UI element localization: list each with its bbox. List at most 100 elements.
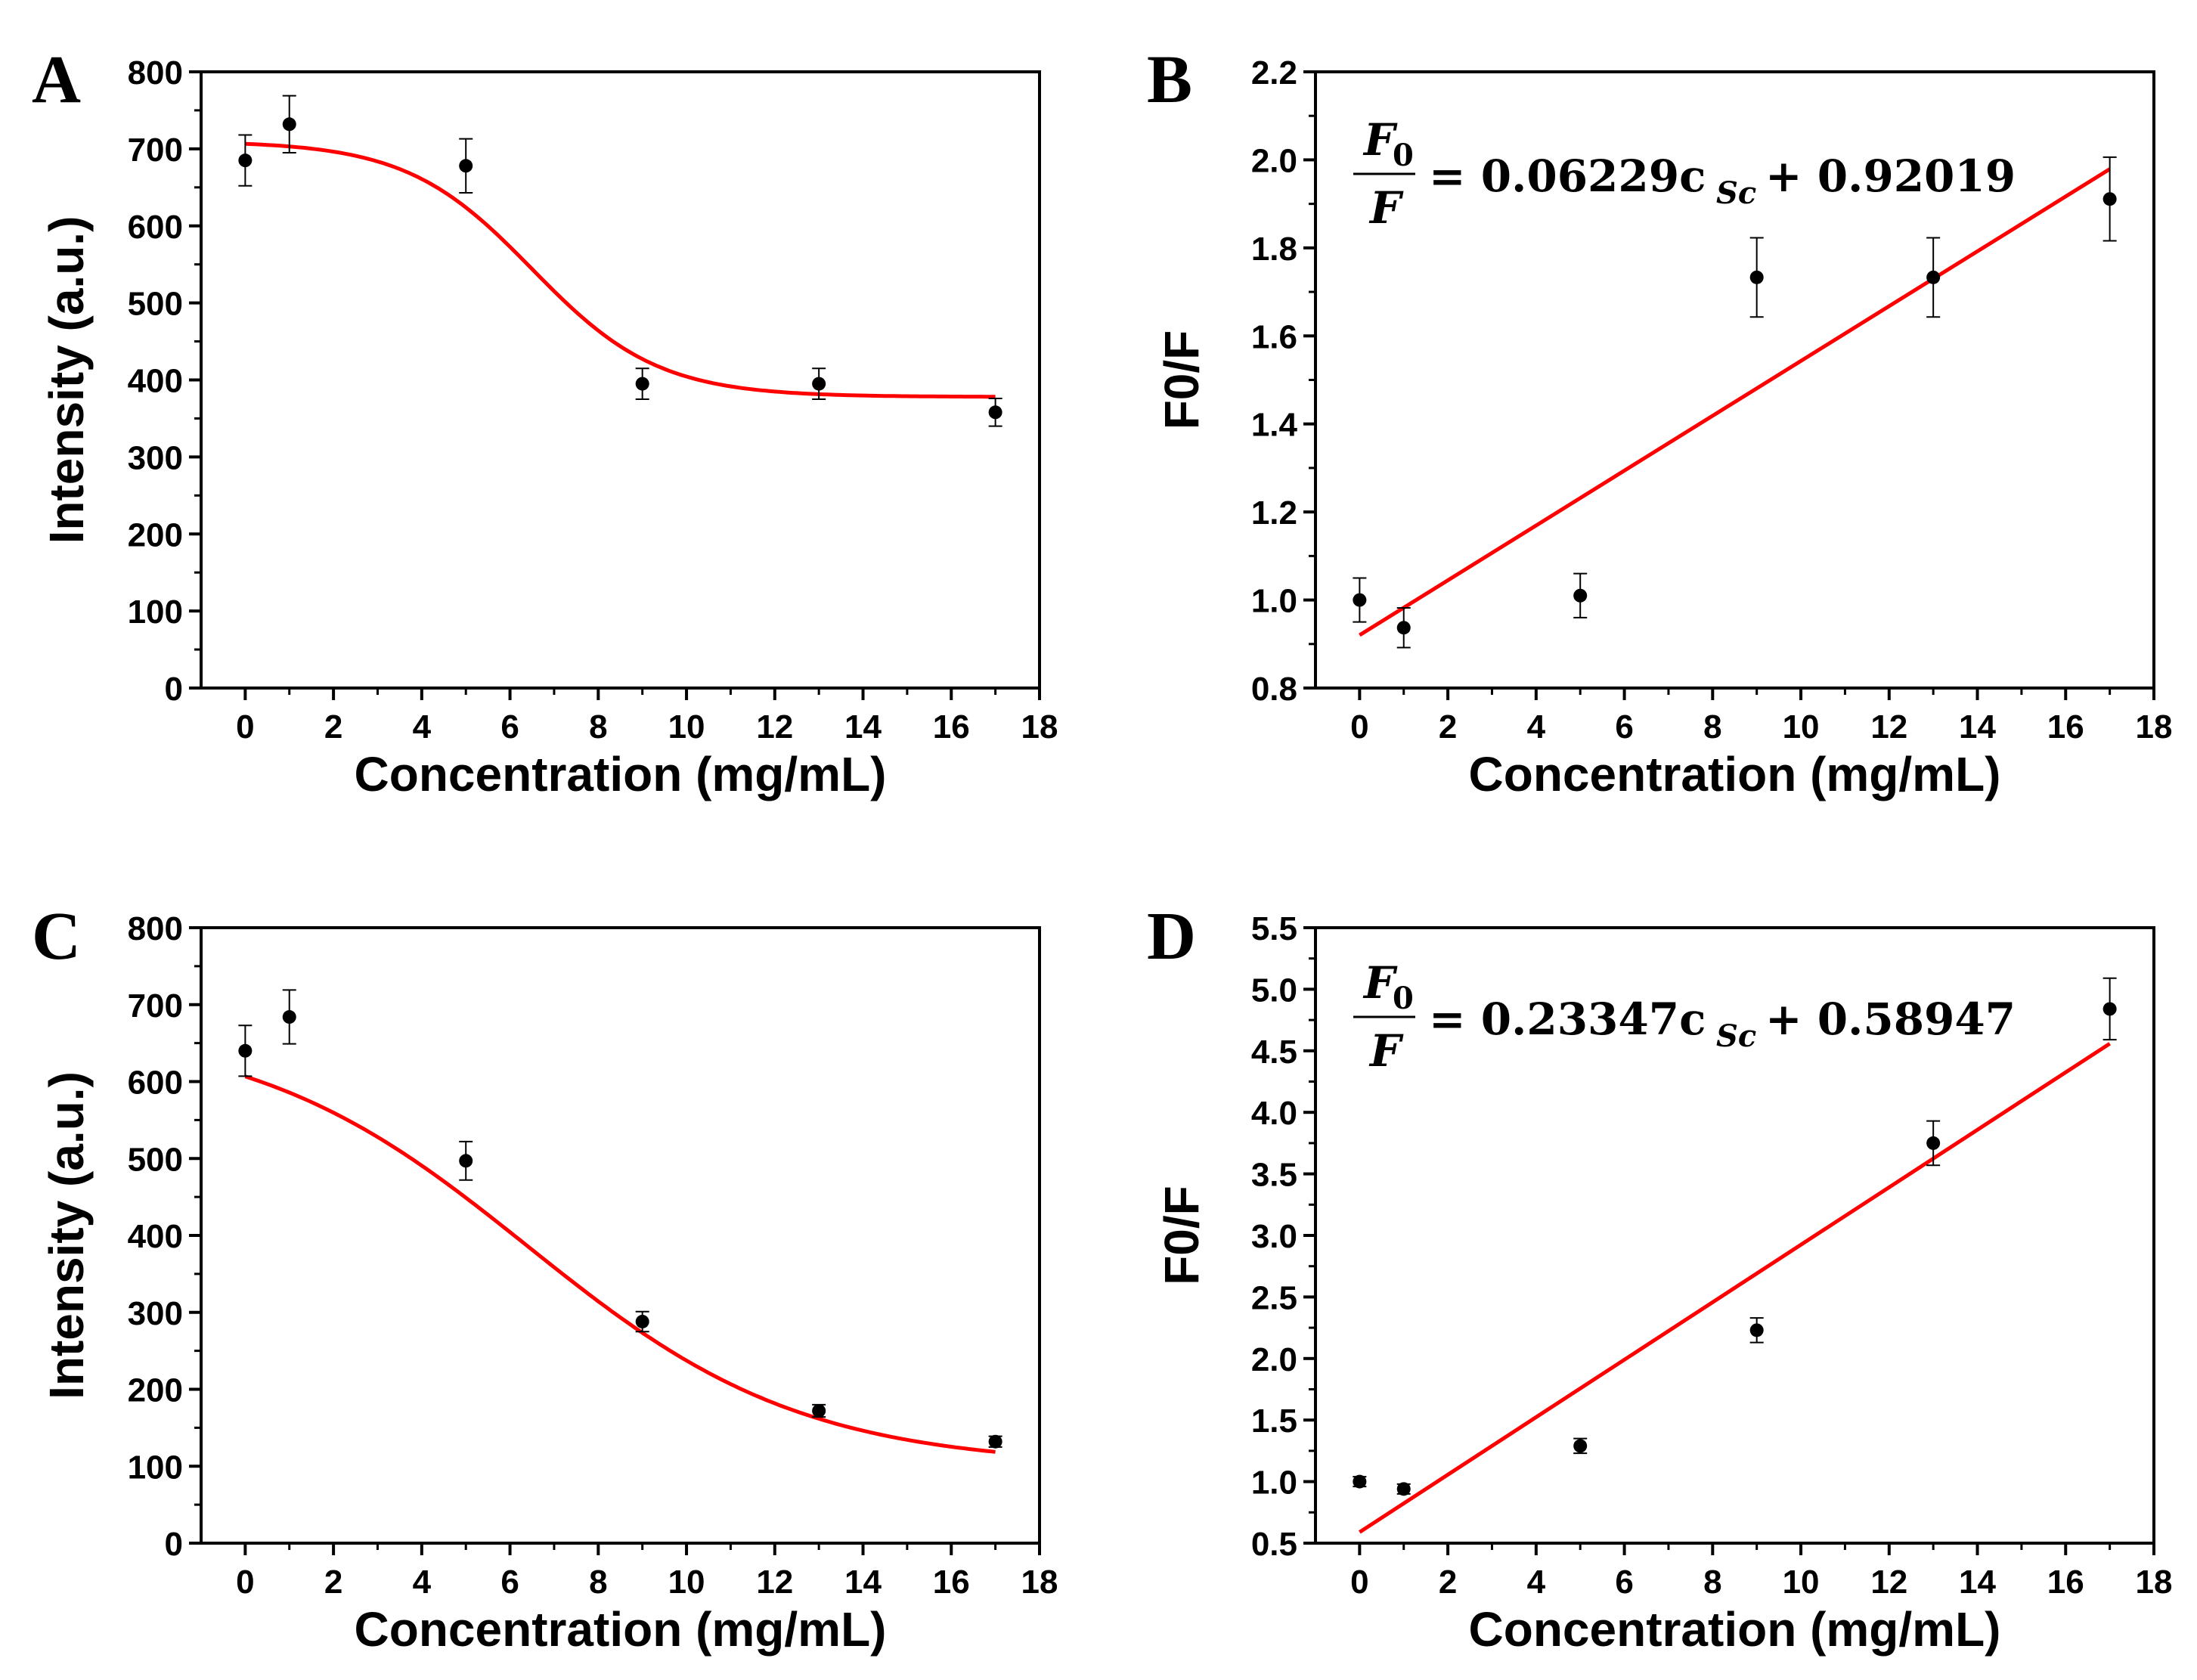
x-tick-label: 10	[668, 708, 705, 745]
x-tick-label: 18	[2136, 1564, 2173, 1601]
data-point	[1749, 1323, 1764, 1337]
y-tick-label: 1.0	[1251, 583, 1297, 620]
x-tick-label: 4	[1527, 708, 1546, 745]
x-tick-label: 14	[1959, 1564, 1996, 1601]
eq-denominator: F	[1368, 182, 1404, 234]
y-tick-label: 700	[128, 987, 183, 1024]
x-tick-label: 16	[933, 708, 970, 745]
y-tick-label: 0	[165, 671, 183, 708]
y-tick-label: 1.2	[1251, 494, 1297, 532]
y-tick-label: 500	[128, 286, 183, 323]
fit-line	[1359, 1042, 2111, 1534]
x-axis-title: Concentration (mg/mL)	[1469, 747, 2001, 801]
eq-constant: + 0.58947	[1765, 993, 2016, 1045]
eq-denominator: F	[1368, 1025, 1404, 1077]
x-tick-label: 16	[933, 1564, 970, 1601]
x-tick-label: 2	[1439, 1564, 1457, 1601]
x-tick-label: 14	[844, 1564, 882, 1601]
x-tick-label: 16	[2047, 708, 2084, 745]
y-tick-label: 600	[128, 209, 183, 246]
panel-c: C 0 2 4 6 8 10 12 14 16 18 0 100 200 300 400 500 600 700 80…	[32, 899, 1058, 1657]
x-tick-label: 12	[1870, 1564, 1907, 1601]
eq-numerator-subscript: 0	[1393, 138, 1414, 173]
y-tick-label: 200	[128, 516, 183, 553]
data-point	[1353, 1474, 1367, 1489]
panel-b: B 0 2 4 6 8 10 12 14 16 18 0.8 1.0 1.2 1.4 1.6 1.8 2.0 2.2…	[1147, 42, 2172, 801]
data-point	[1353, 593, 1367, 607]
x-tick-label: 6	[1615, 708, 1633, 745]
x-tick-label: 16	[2047, 1564, 2084, 1601]
eq-numerator: F	[1362, 957, 1398, 1009]
x-tick-label: 0	[1350, 1564, 1368, 1601]
y-axis-title: F0/F	[1154, 1186, 1209, 1285]
y-tick-label: 1.4	[1251, 407, 1298, 444]
x-tick-label: 10	[1783, 708, 1820, 745]
data-point	[282, 117, 296, 132]
x-tick-label: 6	[1615, 1564, 1633, 1601]
fit-equation: F0F= 0.06229c Sc + 0.92019	[1353, 114, 2016, 234]
x-tick-label: 4	[413, 708, 432, 745]
x-tick-label: 4	[413, 1564, 432, 1601]
y-tick-label: 4.0	[1251, 1095, 1297, 1132]
y-tick-label: 200	[128, 1372, 183, 1409]
fit-line	[1359, 167, 2111, 637]
y-tick-label: 0.8	[1251, 671, 1297, 708]
data-point	[1573, 1439, 1588, 1453]
y-tick-label: 100	[128, 1449, 183, 1486]
x-axis-title: Concentration (mg/mL)	[1469, 1602, 2001, 1657]
x-axis-title: Concentration (mg/mL)	[355, 747, 887, 801]
panel-letter: C	[32, 899, 81, 974]
x-tick-label: 8	[589, 708, 607, 745]
data-point	[238, 153, 253, 168]
eq-coefficient-subscript: Sc	[1716, 175, 1756, 211]
data-point	[282, 1010, 296, 1024]
data-point	[1396, 1482, 1411, 1496]
x-tick-label: 0	[1350, 708, 1368, 745]
x-tick-label: 6	[500, 708, 519, 745]
y-tick-label: 5.0	[1251, 972, 1297, 1009]
fit-equation: F0F= 0.23347c Sc + 0.58947	[1353, 957, 2016, 1077]
data-point	[1396, 621, 1411, 635]
eq-coefficient-subscript: Sc	[1716, 1018, 1756, 1054]
plot-frame	[200, 70, 1041, 690]
data-point	[812, 1403, 826, 1418]
data-point	[1926, 1136, 1941, 1150]
y-axis-title: Intensity (a.u.)	[39, 1071, 94, 1399]
data-point	[812, 377, 826, 391]
panel-d: D 0 2 4 6 8 10 12 14 16 18 0.5 1.0 1.5 2.0 2.5 3.0 3.5 4.0…	[1147, 899, 2172, 1657]
x-tick-label: 14	[1959, 708, 1996, 745]
plot-frame	[200, 926, 1041, 1545]
y-tick-label: 400	[128, 1218, 183, 1255]
eq-numerator: F	[1362, 114, 1398, 166]
eq-coefficient: = 0.06229c	[1429, 150, 1706, 202]
panel-letter: A	[32, 42, 81, 117]
y-tick-label: 400	[128, 363, 183, 400]
y-tick-label: 100	[128, 594, 183, 631]
data-point	[635, 1314, 649, 1328]
x-tick-label: 12	[756, 708, 793, 745]
eq-coefficient: = 0.23347c	[1429, 993, 1706, 1045]
y-tick-label: 500	[128, 1141, 183, 1178]
data-point	[1926, 270, 1941, 284]
data-point	[988, 1434, 1002, 1449]
y-tick-label: 3.0	[1251, 1218, 1297, 1255]
x-tick-label: 2	[324, 708, 342, 745]
x-axis-title: Concentration (mg/mL)	[355, 1602, 887, 1657]
y-tick-label: 5.5	[1251, 910, 1297, 947]
panel-letter: B	[1147, 42, 1192, 117]
data-point	[238, 1043, 253, 1058]
data-point	[1749, 270, 1764, 284]
y-tick-label: 2.0	[1251, 1341, 1297, 1378]
x-tick-label: 14	[844, 708, 882, 745]
x-tick-label: 8	[1703, 1564, 1721, 1601]
x-tick-label: 18	[2136, 708, 2173, 745]
eq-constant: + 0.92019	[1765, 150, 2016, 202]
y-tick-label: 3.5	[1251, 1157, 1297, 1194]
data-point	[635, 377, 649, 391]
y-tick-label: 1.6	[1251, 318, 1297, 355]
data-point	[2102, 192, 2117, 206]
data-point	[459, 1154, 473, 1168]
x-tick-label: 0	[236, 1564, 254, 1601]
y-tick-label: 800	[128, 54, 183, 91]
fit-line	[244, 1074, 996, 1454]
